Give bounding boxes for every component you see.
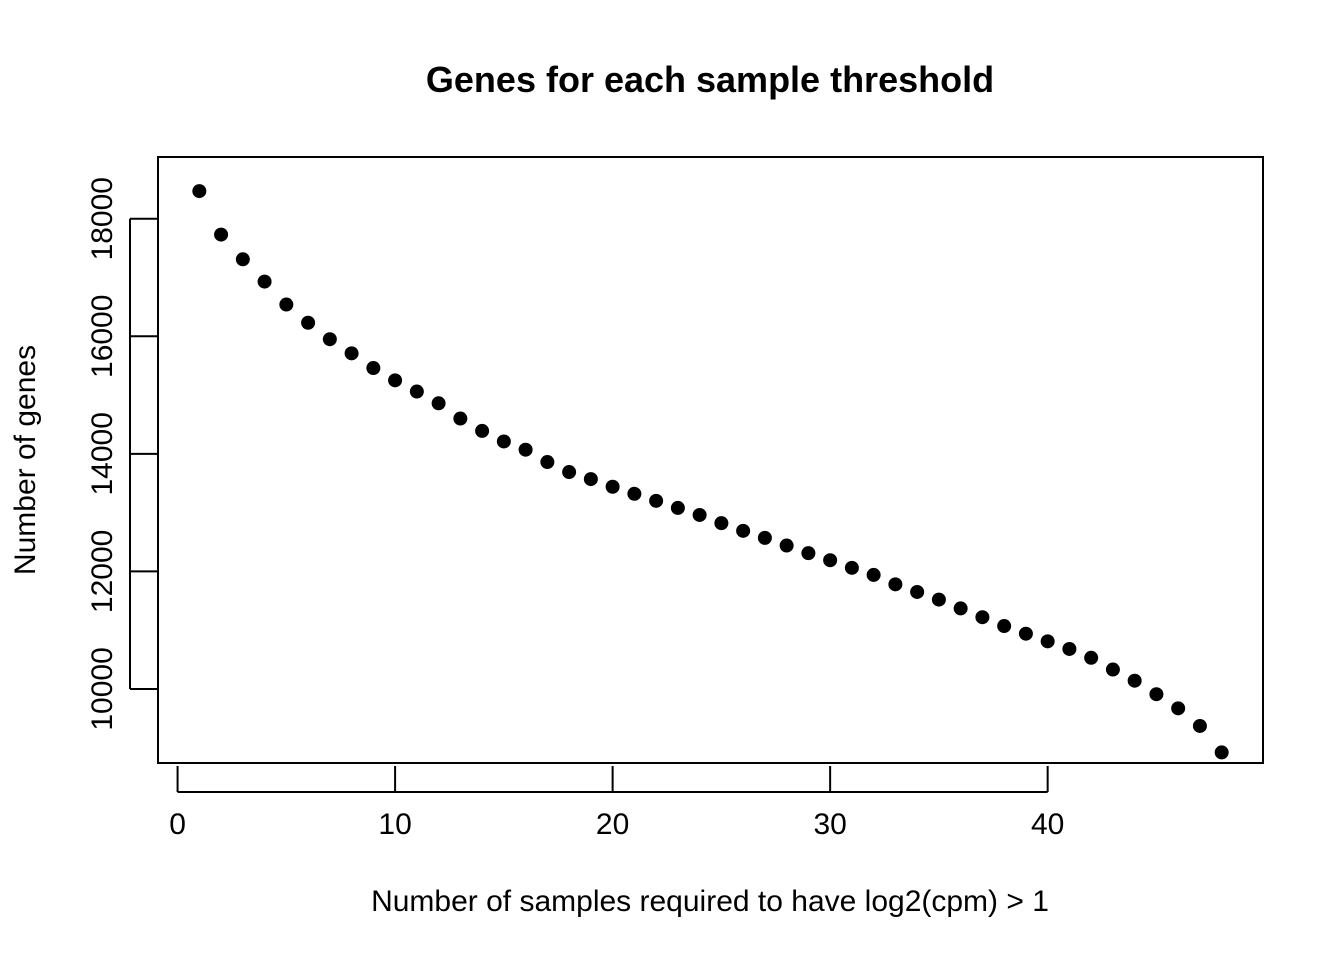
data-point <box>518 442 533 457</box>
y-tick-label: 16000 <box>86 295 119 378</box>
data-point <box>1149 687 1164 702</box>
data-point <box>322 332 337 347</box>
x-tick-label: 40 <box>1031 808 1064 841</box>
data-point <box>431 396 446 411</box>
y-tick-label: 10000 <box>86 647 119 730</box>
data-point <box>1192 718 1207 733</box>
data-point <box>453 411 468 426</box>
data-point <box>1214 745 1229 760</box>
y-tick-label: 18000 <box>86 177 119 260</box>
data-point <box>562 465 577 480</box>
data-point <box>409 384 424 399</box>
data-point <box>301 315 316 330</box>
data-point <box>257 274 272 289</box>
y-tick-label: 14000 <box>86 412 119 495</box>
data-point <box>583 472 598 487</box>
x-tick-label: 10 <box>378 808 411 841</box>
data-point <box>192 184 207 199</box>
x-tick-label: 0 <box>169 808 186 841</box>
data-point <box>823 553 838 568</box>
data-point <box>627 486 642 501</box>
data-point <box>866 567 881 582</box>
data-point <box>888 577 903 592</box>
y-tick-label: 12000 <box>86 530 119 613</box>
data-point <box>801 546 816 561</box>
plot-area-frame <box>157 156 1264 764</box>
data-point <box>931 592 946 607</box>
data-point <box>1171 701 1186 716</box>
data-point <box>844 560 859 575</box>
y-axis: 10000 12000 14000 16000 18000 <box>86 177 157 731</box>
data-point <box>736 523 751 538</box>
data-point <box>1040 634 1055 649</box>
data-point <box>692 507 707 522</box>
data-point <box>1018 626 1033 641</box>
data-point <box>344 346 359 361</box>
data-point <box>975 610 990 625</box>
data-point <box>714 516 729 531</box>
data-point <box>496 434 511 449</box>
chart-title: Genes for each sample threshold <box>426 59 994 100</box>
x-tick-label: 30 <box>813 808 846 841</box>
data-point <box>670 500 685 515</box>
data-point <box>540 455 555 470</box>
data-point <box>279 297 294 312</box>
data-point <box>1105 662 1120 677</box>
data-point <box>779 538 794 553</box>
data-point <box>366 361 381 376</box>
x-axis-label: Number of samples required to have log2(… <box>371 885 1049 918</box>
x-axis: 0 10 20 30 40 <box>169 766 1064 841</box>
data-point <box>388 373 403 388</box>
data-point <box>1127 673 1142 688</box>
data-point <box>235 252 250 267</box>
data-points <box>192 184 1229 760</box>
data-point <box>953 601 968 616</box>
data-point <box>1062 641 1077 656</box>
data-point <box>475 423 490 438</box>
x-tick-label: 20 <box>596 808 629 841</box>
data-point <box>605 479 620 494</box>
data-point <box>910 584 925 599</box>
y-axis-label: Number of genes <box>9 345 42 575</box>
data-point <box>997 619 1012 634</box>
data-point <box>757 530 772 545</box>
data-point <box>1084 650 1099 665</box>
data-point <box>649 493 664 508</box>
data-point <box>214 227 229 242</box>
